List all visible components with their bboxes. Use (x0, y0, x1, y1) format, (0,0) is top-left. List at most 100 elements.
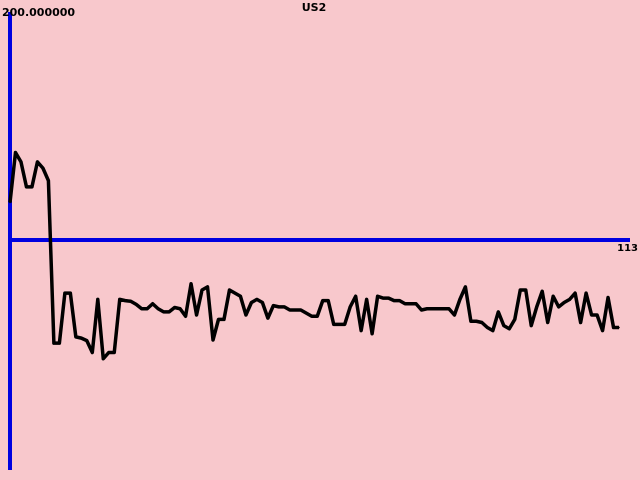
data-point (475, 320, 478, 323)
data-point (184, 315, 187, 318)
data-point (596, 314, 598, 316)
data-point (305, 312, 308, 314)
data-point (146, 307, 148, 310)
data-point (530, 324, 533, 327)
data-point (431, 307, 434, 310)
data-point (404, 302, 406, 305)
data-point (151, 302, 154, 305)
data-point (376, 295, 379, 298)
data-point (579, 321, 582, 324)
data-point (53, 342, 55, 344)
data-point (124, 299, 127, 302)
data-point (69, 292, 72, 294)
data-point (250, 301, 253, 304)
data-point (426, 307, 428, 310)
data-point (338, 323, 341, 326)
x-max-label: 113 (617, 243, 638, 254)
data-point (294, 309, 297, 311)
data-point (190, 282, 192, 285)
data-point (535, 306, 538, 308)
data-point (47, 179, 50, 182)
data-point (168, 311, 170, 313)
data-point (343, 323, 346, 326)
data-point (393, 299, 395, 302)
data-point (552, 295, 554, 298)
data-point (289, 309, 291, 311)
data-point (212, 339, 214, 341)
data-point (283, 306, 286, 308)
data-point (36, 161, 39, 163)
data-point (503, 324, 505, 327)
data-point (239, 295, 242, 298)
chart-title: US2 (302, 1, 327, 14)
data-point (140, 307, 143, 310)
data-point (129, 300, 132, 303)
data-point (107, 351, 110, 354)
data-point (25, 186, 28, 188)
data-point (195, 314, 198, 316)
series-layer (8, 150, 620, 361)
data-point (354, 295, 357, 298)
data-point (300, 309, 302, 311)
data-point (256, 298, 258, 301)
data-point (513, 318, 516, 321)
data-point (486, 326, 489, 329)
data-point (437, 307, 439, 310)
data-point (58, 342, 61, 344)
data-point (113, 351, 116, 354)
data-point (332, 323, 335, 326)
data-point (360, 329, 362, 332)
data-point (574, 292, 576, 294)
data-point (316, 315, 319, 318)
data-point (201, 289, 203, 291)
data-point (162, 311, 165, 313)
data-point (365, 298, 368, 301)
data-point (310, 315, 313, 318)
data-point (557, 306, 560, 308)
data-point (459, 298, 461, 301)
data-point (321, 299, 324, 302)
data-point (135, 303, 137, 306)
data-point (261, 301, 264, 304)
series-line-0 (8, 150, 620, 361)
data-point (31, 186, 33, 188)
data-point (382, 297, 384, 299)
data-point (415, 302, 417, 305)
data-point (245, 314, 247, 316)
data-point (568, 298, 571, 301)
data-point (519, 289, 522, 291)
data-point (206, 286, 209, 288)
data-point (234, 292, 236, 294)
data-point (157, 307, 159, 310)
data-point (42, 167, 44, 169)
data-point (102, 357, 105, 360)
data-point (524, 289, 527, 291)
data-point (541, 290, 544, 293)
data-point (14, 151, 17, 154)
data-point (20, 161, 22, 163)
data-point (223, 318, 225, 321)
data-point (607, 296, 609, 299)
data-point (86, 339, 88, 342)
data-point (64, 292, 66, 294)
data-point (327, 299, 330, 302)
data-point (601, 329, 604, 332)
data-point (387, 297, 390, 299)
data-point (448, 307, 450, 310)
data-point (420, 309, 423, 311)
data-point (442, 307, 445, 310)
data-point (118, 298, 121, 301)
data-point (272, 304, 275, 307)
data-point (481, 321, 483, 324)
data-point (453, 314, 456, 316)
data-point (563, 301, 565, 304)
data-point (497, 311, 500, 313)
data-point (267, 317, 269, 319)
y-max-label: 200.000000 (2, 6, 75, 19)
data-point (9, 201, 11, 204)
data-point (80, 337, 83, 339)
data-point (585, 292, 587, 294)
data-point (173, 306, 176, 309)
